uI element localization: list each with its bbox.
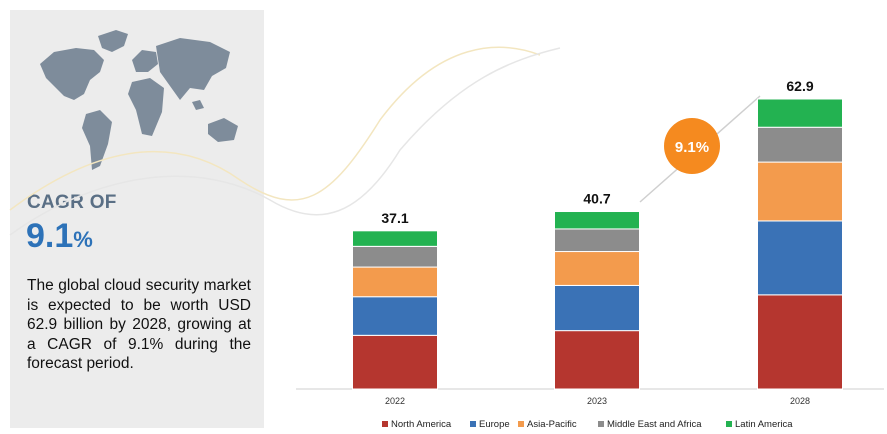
cagr-label: CAGR OF: [27, 192, 117, 213]
legend-swatch-latin-america: [726, 421, 732, 427]
cagr-badge-label: 9.1%: [675, 139, 709, 156]
legend-swatch-europe: [470, 421, 476, 427]
cagr-unit: %: [73, 227, 93, 252]
x-tick-label-2022: 2022: [385, 396, 405, 406]
bar-segment-europe-2022: [352, 296, 438, 336]
total-label-2023: 40.7: [583, 191, 610, 207]
legend-label-middle-east-and-africa: Middle East and Africa: [607, 419, 702, 430]
bar-segment-asia-pacific-2028: [757, 161, 843, 222]
bar-segment-north-america-2023: [554, 330, 640, 390]
decorative-wave: [9, 47, 561, 236]
decorative-wave: [9, 46, 541, 211]
cagr-badge: 9.1%: [664, 118, 720, 174]
bar-segment-latin-america-2028: [757, 98, 843, 128]
bar-segment-north-america-2022: [352, 334, 438, 390]
bar-segment-asia-pacific-2022: [352, 266, 438, 298]
cagr-value: 9.1%: [26, 217, 93, 256]
bar-segment-europe-2028: [757, 220, 843, 296]
legend-swatch-north-america: [382, 421, 388, 427]
market-description: The global cloud security market is expe…: [27, 277, 251, 373]
legend-label-europe: Europe: [479, 419, 510, 430]
bar-segment-latin-america-2022: [352, 230, 438, 247]
bar-segment-middle-east-and-africa-2028: [757, 126, 843, 163]
bar-segment-north-america-2028: [757, 294, 843, 390]
x-tick-label-2028: 2028: [790, 396, 810, 406]
cagr-badge-circle: [664, 118, 720, 174]
legend-label-north-america: North America: [391, 419, 452, 430]
chart-legend: North America Europe Asia-Pacific Middle Ea…: [382, 419, 793, 430]
cagr-number: 9.1: [26, 217, 74, 255]
info-panel: CAGR OF 9.1% The global cloud security m…: [10, 10, 264, 428]
bar-segment-europe-2023: [554, 284, 640, 332]
total-label-2028: 62.9: [786, 78, 813, 94]
bar-segment-middle-east-and-africa-2022: [352, 245, 438, 268]
total-label-2022: 37.1: [381, 210, 408, 226]
legend-swatch-asia-pacific: [518, 421, 524, 427]
x-tick-label-2023: 2023: [587, 396, 607, 406]
legend-label-asia-pacific: Asia-Pacific: [527, 419, 577, 430]
legend-label-latin-america: Latin America: [735, 419, 793, 430]
legend-swatch-middle-east-and-africa: [598, 421, 604, 427]
bar-segment-middle-east-and-africa-2023: [554, 228, 640, 253]
world-map-icon: [40, 30, 238, 170]
bar-segment-asia-pacific-2023: [554, 251, 640, 286]
bar-segment-latin-america-2023: [554, 211, 640, 230]
